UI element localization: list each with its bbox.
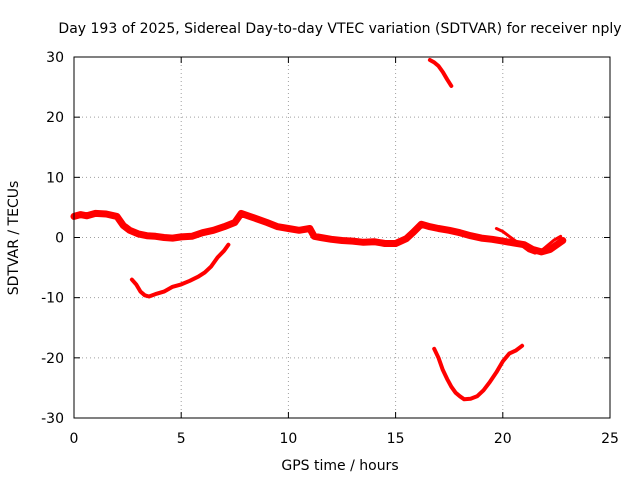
series-main-band [70,209,567,256]
y-axis-label: SDTVAR / TECUs [6,181,22,296]
x-axis-label: GPS time / hours [281,458,398,474]
y-tick-label: 30 [46,50,64,66]
y-tick-label: -30 [41,411,64,427]
y-tick-labels: -30 -20 -10 0 10 20 30 [41,50,64,427]
y-tick-label: 10 [46,170,64,186]
axis-ticks [73,56,611,419]
x-tick-label: 15 [387,431,405,447]
series-segment-4 [432,343,525,402]
y-tick-label: -10 [41,291,64,307]
x-tick-label: 25 [601,431,619,447]
x-tick-label: 10 [279,431,297,447]
y-tick-label: 20 [46,110,64,126]
x-tick-label: 0 [70,431,79,447]
chart-title: Day 193 of 2025, Sidereal Day-to-day VTE… [58,21,621,37]
y-tick-label: 0 [55,231,64,247]
data-series [70,58,567,402]
series-segment-3 [427,58,454,88]
series-segment-5 [494,227,563,255]
y-tick-label: -20 [41,351,64,367]
x-tick-label: 20 [494,431,512,447]
series-segment-2 [129,242,231,299]
x-tick-labels: 0 5 10 15 20 25 [70,431,619,447]
x-tick-label: 5 [177,431,186,447]
